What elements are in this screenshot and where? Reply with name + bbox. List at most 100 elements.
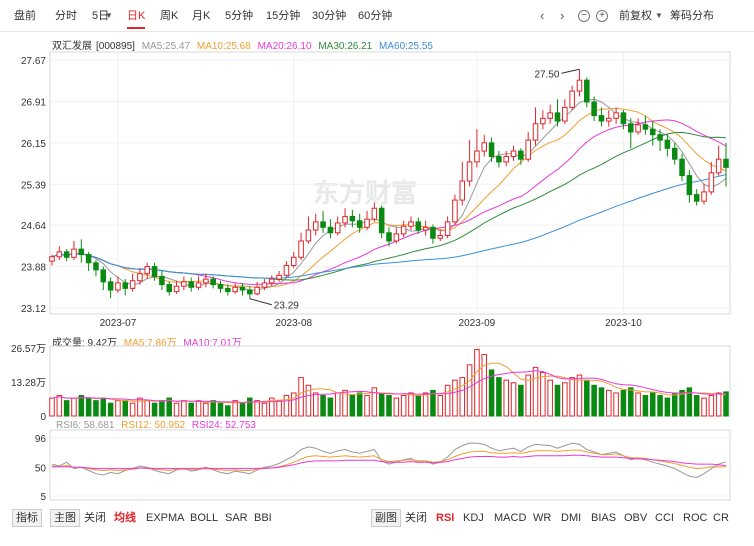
volume-bar [635,392,641,417]
volume-bar [49,397,55,417]
zoom-out-icon[interactable]: − [578,10,590,22]
high-label: 27.50 [534,69,559,80]
candle-body [71,248,77,258]
candle-body [635,124,641,133]
chevron-down-icon[interactable]: ▼ [655,11,663,20]
sar-button[interactable]: SAR [225,512,248,524]
volume-bar [488,369,495,417]
rsi-panel-frame [49,429,731,501]
candle-body [466,161,473,182]
tab-5day[interactable]: 5日 [92,10,110,22]
rsi-legend: RSI6: 58.681 RSI12: 50.952 RSI24: 52.753 [56,420,260,431]
tab-premarket[interactable]: 盘前 [14,10,36,22]
kdj-button[interactable]: KDJ [463,512,484,524]
candle-body [452,199,458,223]
candle-body [606,117,612,122]
obv-button[interactable]: OBV [624,512,648,524]
candle-body [562,106,568,122]
candle-body [195,282,202,288]
volume-bar [144,400,151,417]
macd-button[interactable]: MACD [494,512,527,524]
wr-button[interactable]: WR [533,512,552,524]
indicator-label: 指标 [12,509,42,527]
low-pointer [249,298,272,306]
volume-bar [225,405,231,417]
candle-body [261,282,268,288]
tab-60min[interactable]: 60分钟 [358,10,393,22]
volume-bar [466,364,473,417]
candle-body [290,256,297,266]
volume-bar [386,395,392,417]
volume-bar [701,397,707,417]
candle-body [679,158,685,177]
ma-indicator-button[interactable]: 均线 [114,512,136,524]
main-legend: 双汇发展 [000895] MA5:25.47 MA10:25.68 MA20:2… [52,37,437,52]
candle-body [181,281,187,287]
candle-body [496,155,502,163]
boll-button[interactable]: BOLL [190,512,219,524]
volume-bar [664,397,671,417]
candle-body [591,101,597,117]
sub-close-button[interactable]: 关闭 [405,512,427,524]
adjust-select[interactable]: 前复权 [619,10,652,22]
volume-bar [422,392,429,417]
bbi-button[interactable]: BBI [254,512,272,524]
tab-weekly-k[interactable]: 周K [160,10,179,22]
chevron-right-icon[interactable]: › [560,8,565,23]
candle-body [364,218,370,228]
rsi-button[interactable]: RSI [436,512,455,524]
cr-button[interactable]: CR [713,512,729,524]
candle-body [269,278,275,284]
volume-bar [232,400,238,417]
tab-daily-k[interactable]: 日K [127,10,146,29]
candle-body [693,194,700,202]
candle-body [305,229,312,242]
tab-monthly-k[interactable]: 月K [192,10,211,22]
x-tick-label: 2023-07 [100,318,137,329]
dmi-button[interactable]: DMI [561,512,582,524]
chevron-left-icon[interactable]: ‹ [540,8,545,23]
candle-body [276,274,282,280]
candle-body [386,232,392,242]
volume-bar [671,392,678,417]
roc-button[interactable]: ROC [683,512,708,524]
tab-intraday[interactable]: 分时 [55,10,77,22]
tab-30min[interactable]: 30分钟 [312,10,347,22]
candle-body [664,139,671,149]
watermark: 东方财富 [313,178,417,208]
chip-distribution-button[interactable]: 筹码分布 [670,10,714,22]
volume-bar [269,397,275,417]
candle-body [115,282,121,291]
volume-bar [71,397,77,417]
volume-bar [715,392,722,417]
rsi24-legend: RSI24: 52.753 [191,420,256,431]
expma-button[interactable]: EXPMA [146,512,185,524]
volume-bar [93,400,99,417]
volume-bar [371,387,378,417]
volume-bar [63,400,70,417]
x-tick-label: 2023-09 [459,318,496,329]
main-close-button[interactable]: 关闭 [84,512,106,524]
zoom-in-icon[interactable]: + [596,10,608,22]
candle-body [217,284,224,289]
volume-bar [518,384,524,417]
tab-5min[interactable]: 5分钟 [225,10,254,22]
volume-bar [444,384,451,417]
chevron-down-icon[interactable]: ▼ [105,11,113,20]
tab-15min[interactable]: 15分钟 [266,10,301,22]
bias-button[interactable]: BIAS [591,512,617,524]
volume-bar [679,389,685,417]
candle-body [408,221,414,227]
candle-body [342,215,348,224]
candle-body [356,220,363,228]
candle-body [247,289,253,295]
volume-bar [562,382,568,417]
cci-button[interactable]: CCI [655,512,674,524]
y-tick-label: 26.91 [21,97,46,108]
candle-body [225,287,231,293]
y-tick-label: 23.88 [21,263,46,274]
y-tick-label: 25.39 [21,180,46,191]
candle-body [576,79,583,92]
volume-bar [305,384,312,417]
kline-chart[interactable]: 东方财富 27.67 26.91 26.15 25.39 24.64 23.88 23.12… [0,0,754,506]
